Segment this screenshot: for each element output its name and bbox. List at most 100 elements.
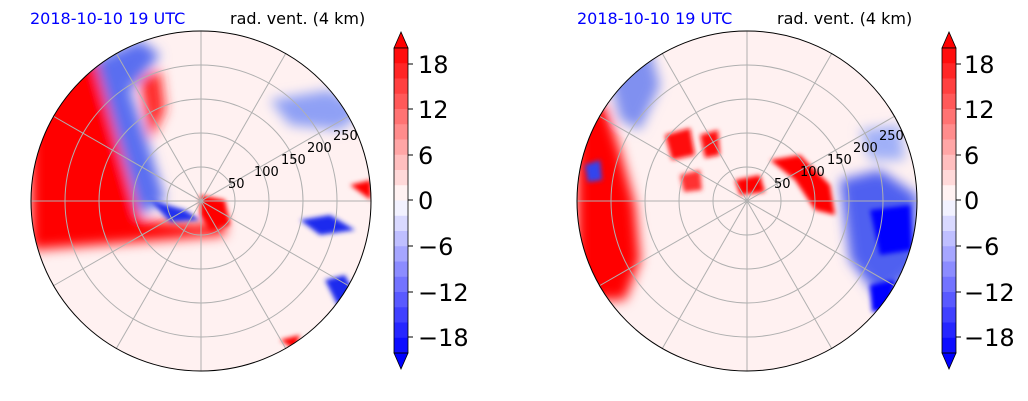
colorbar-tick-label: −6: [964, 233, 999, 261]
colorbar-band: [394, 124, 408, 140]
colorbar-band: [394, 200, 408, 217]
colorbar-band: [394, 322, 408, 339]
radial-labels-left: 50 100 150 200 250: [228, 129, 358, 192]
colorbar-tick-label: 12: [418, 96, 449, 124]
grid-spoke: [115, 52, 287, 350]
colorbar-band: [394, 307, 408, 323]
grid-spoke: [661, 52, 833, 350]
field-positive-region: [735, 175, 765, 195]
colorbar-band: [942, 48, 956, 64]
radial-label: 100: [254, 165, 279, 180]
colorbar-band: [942, 200, 956, 217]
colorbar-extend-max: [393, 31, 409, 49]
field-negative-region: [870, 205, 912, 255]
polar-frame-right: [576, 30, 918, 372]
radial-labels-right: 50 100 150 200 250: [774, 129, 904, 192]
colorbar-extend-min: [393, 352, 409, 370]
colorbar-band: [942, 109, 956, 125]
colorbar-tick-label: 0: [418, 187, 433, 215]
colorbar-band: [394, 63, 408, 79]
colorbar-tick-label: −12: [964, 279, 1015, 307]
colorbar-tick-label: 6: [964, 142, 979, 170]
panel-right: 2018-10-10 19 UTC rad. vent. (4 km): [576, 9, 1015, 372]
colorbar-ticks: [408, 63, 413, 338]
colorbar-tick-label: −18: [418, 324, 469, 352]
colorbar-tick-label: −18: [964, 324, 1015, 352]
field-positive-region: [770, 155, 835, 215]
title-left-date: 2018-10-10 19 UTC: [30, 9, 185, 28]
colorbar-tick-label: 6: [418, 142, 433, 170]
colorbar-band: [394, 185, 408, 201]
title-right-variable: rad. vent. (4 km): [777, 9, 912, 28]
colorbar-band: [942, 124, 956, 140]
colorbar-band: [942, 322, 956, 339]
colorbar-band: [394, 246, 408, 262]
colorbar-tick-label: −6: [418, 233, 453, 261]
colorbar-band: [942, 170, 956, 186]
colorbar-tick-label: −12: [418, 279, 469, 307]
field-positive-region: [350, 180, 371, 200]
title-right-date: 2018-10-10 19 UTC: [577, 9, 732, 28]
colorbar-band: [394, 170, 408, 186]
radial-label: 150: [827, 153, 852, 168]
polar-grid-right: [577, 31, 917, 371]
field-positive-region: [577, 100, 640, 300]
colorbar-tick-label: 18: [418, 51, 449, 79]
field-positive-region: [665, 128, 695, 160]
colorbar-band: [394, 78, 408, 95]
colorbar-tick-label: 18: [964, 51, 995, 79]
colorbar-band: [394, 292, 408, 308]
colorbar-band: [942, 215, 956, 232]
colorbar-band: [394, 154, 408, 171]
colorbar-bands: [942, 48, 956, 354]
colorbar-extend-max: [941, 31, 957, 49]
colorbar-band: [942, 93, 956, 110]
colorbar-band: [394, 139, 408, 156]
field-negative-region: [300, 215, 355, 235]
colorbar-band: [942, 246, 956, 262]
colorbar-tick-label: 12: [964, 96, 995, 124]
colorbar-band: [942, 307, 956, 323]
field-negative-region: [860, 125, 905, 160]
colorbar-band: [942, 78, 956, 95]
radial-label: 200: [853, 141, 878, 156]
field-positive-region: [140, 70, 165, 140]
field-negative-region: [585, 160, 602, 182]
colorbar-band: [942, 185, 956, 201]
colorbar-band: [394, 109, 408, 125]
polar-frame-left: [30, 30, 372, 372]
title-left-variable: rad. vent. (4 km): [230, 9, 365, 28]
colorbar-band: [942, 154, 956, 171]
colorbar-band: [942, 231, 956, 247]
colorbar-band: [394, 337, 408, 354]
colorbar-band: [394, 93, 408, 110]
colorbar-band: [942, 292, 956, 308]
colorbar-ticks: [956, 63, 961, 338]
colorbar-band: [942, 139, 956, 156]
radial-label: 150: [281, 153, 306, 168]
colorbar-right: 18 12 6 0 −6 −12 −18: [941, 31, 1015, 370]
radial-label: 250: [879, 129, 904, 144]
colorbar-band: [942, 276, 956, 293]
colorbar-extend-min: [941, 352, 957, 370]
colorbar-band: [942, 337, 956, 354]
panel-left: 2018-10-10 19 UTC rad. vent. (4 km): [30, 9, 469, 372]
colorbar-band: [394, 48, 408, 64]
colorbar-band: [942, 63, 956, 79]
colorbar-band: [942, 261, 956, 278]
polar-grid-left: [31, 31, 371, 371]
colorbar-band: [394, 276, 408, 293]
colorbar-left: 18 12 6 0 −6 −12 −18: [393, 31, 469, 370]
radial-label: 50: [774, 177, 791, 192]
field-positive-region: [31, 60, 225, 250]
colorbar-band: [394, 261, 408, 278]
radial-label: 50: [228, 177, 245, 192]
colorbar-band: [394, 231, 408, 247]
field-positive-region: [680, 170, 702, 192]
field-positive-region: [200, 195, 230, 230]
colorbar-band: [394, 215, 408, 232]
colorbar-bands: [394, 48, 408, 354]
colorbar-tick-label: 0: [964, 187, 979, 215]
radial-label: 100: [800, 165, 825, 180]
